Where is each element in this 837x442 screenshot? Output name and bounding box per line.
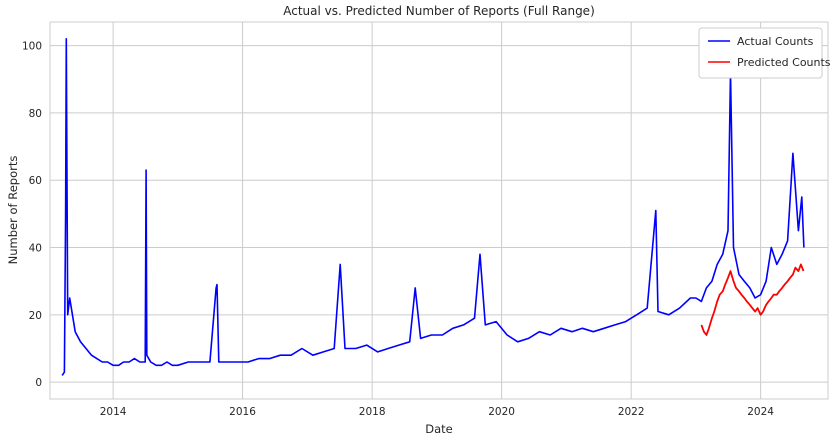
y-tick-label: 40: [29, 243, 42, 255]
y-tick-label: 20: [29, 310, 42, 322]
y-tick-label: 100: [22, 41, 42, 53]
legend: Actual Counts Predicted Counts: [698, 27, 831, 79]
x-tick-label: 2018: [359, 406, 386, 418]
series-line-predicted: [700, 263, 805, 336]
series-layer: [61, 37, 805, 376]
x-tick-label: 2016: [229, 406, 256, 418]
x-tick-labels: 2014 2016 2018 2020 2022 2024: [100, 406, 775, 418]
x-tick-label: 2024: [747, 406, 774, 418]
y-axis-label: Number of Reports: [6, 156, 20, 265]
series-line-actual: [61, 37, 805, 376]
y-tick-label: 60: [29, 175, 42, 187]
y-tick-labels: 0 20 40 60 80 100: [22, 41, 42, 390]
chart-title: Actual vs. Predicted Number of Reports (…: [283, 4, 595, 18]
plot-area: [49, 21, 829, 400]
x-tick-label: 2014: [100, 406, 127, 418]
y-tick-label: 80: [29, 108, 42, 120]
x-axis-label: Date: [425, 422, 453, 436]
legend-label-actual: Actual Counts: [737, 35, 814, 48]
legend-label-predicted: Predicted Counts: [737, 56, 831, 69]
y-tick-label: 0: [35, 377, 42, 389]
x-tick-label: 2022: [618, 406, 645, 418]
grid: [50, 22, 828, 399]
x-tick-label: 2020: [488, 406, 515, 418]
